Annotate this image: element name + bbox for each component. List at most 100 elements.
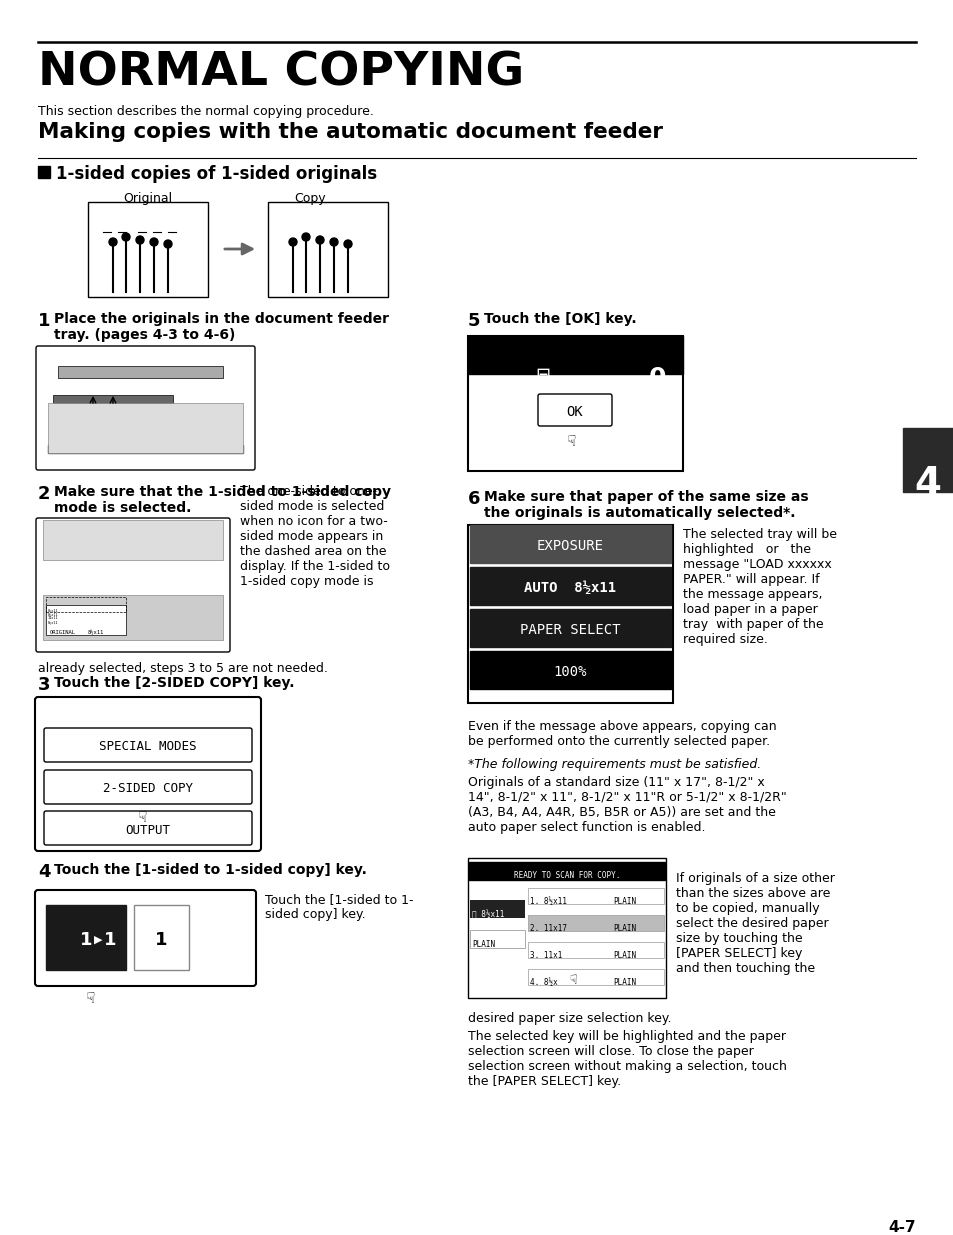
Text: 2. 11x17: 2. 11x17: [530, 924, 566, 932]
Text: PLAIN: PLAIN: [613, 897, 636, 906]
Text: PAPER SELECT: PAPER SELECT: [519, 622, 619, 637]
Bar: [268, 203, 388, 296]
Text: Touch the [1-sided to 1-
sided copy] key.: Touch the [1-sided to 1- sided copy] key…: [265, 893, 413, 921]
Text: desired paper size selection key.: desired paper size selection key.: [468, 1011, 671, 1025]
Text: 1-sided copies of 1-sided originals: 1-sided copies of 1-sided originals: [56, 165, 376, 183]
Text: Place the originals in the document feeder
tray. (pages 4-3 to 4-6): Place the originals in the document feed…: [54, 312, 389, 342]
FancyBboxPatch shape: [44, 727, 252, 762]
Text: This section describes the normal copying procedure.: This section describes the normal copyin…: [38, 105, 374, 119]
FancyBboxPatch shape: [44, 811, 252, 845]
Text: ORIGINAL: ORIGINAL: [50, 630, 76, 635]
Bar: [527, 888, 663, 904]
Bar: [38, 165, 50, 178]
Text: Touch the [OK] key.: Touch the [OK] key.: [483, 312, 636, 326]
Text: 1: 1: [154, 931, 167, 948]
Text: Touch the [2-SIDED COPY] key.: Touch the [2-SIDED COPY] key.: [54, 676, 294, 690]
Text: 1: 1: [104, 931, 116, 948]
Text: Making copies with the automatic document feeder: Making copies with the automatic documen…: [38, 122, 662, 142]
Text: Original: Original: [123, 191, 172, 205]
Text: 6: 6: [468, 490, 480, 508]
Bar: [470, 900, 524, 918]
Bar: [470, 651, 670, 689]
Bar: [469, 862, 664, 881]
Text: ▶: ▶: [93, 935, 102, 945]
Text: ⬛ 8½x11: ⬛ 8½x11: [472, 910, 504, 919]
Text: 2-SIDED COPY: 2-SIDED COPY: [103, 783, 193, 795]
Bar: [48, 445, 243, 453]
Bar: [527, 915, 663, 931]
Text: 100%: 100%: [553, 664, 586, 679]
Bar: [527, 969, 663, 986]
Text: PLAIN: PLAIN: [613, 978, 636, 987]
Text: 3. 11x1: 3. 11x1: [530, 951, 561, 960]
Text: 1: 1: [38, 312, 51, 330]
Circle shape: [330, 238, 337, 246]
Bar: [527, 942, 663, 958]
Circle shape: [136, 236, 144, 245]
Circle shape: [150, 238, 158, 246]
Bar: [468, 858, 665, 998]
Text: already selected, steps 3 to 5 are not needed.: already selected, steps 3 to 5 are not n…: [38, 662, 328, 676]
Text: The one-sided to one-
sided mode is selected
when no icon for a two-
sided mode : The one-sided to one- sided mode is sele…: [240, 485, 390, 588]
Text: 11x11: 11x11: [48, 616, 58, 620]
Text: Copy: Copy: [294, 191, 326, 205]
Circle shape: [122, 233, 130, 241]
Bar: [470, 567, 670, 605]
Text: EXPOSURE: EXPOSURE: [536, 538, 603, 553]
FancyBboxPatch shape: [537, 394, 612, 426]
Polygon shape: [88, 410, 148, 429]
Text: ☟: ☟: [567, 433, 576, 450]
Bar: [46, 605, 126, 635]
Text: The selected key will be highlighted and the paper
selection screen will close. : The selected key will be highlighted and…: [468, 1030, 786, 1088]
Text: OUTPUT: OUTPUT: [126, 824, 171, 836]
Text: 8½x11: 8½x11: [48, 613, 58, 616]
Circle shape: [109, 238, 117, 246]
Text: NORMAL COPYING: NORMAL COPYING: [38, 49, 524, 95]
Text: Even if the message above appears, copying can
be performed onto the currently s: Even if the message above appears, copyi…: [468, 720, 776, 748]
Text: PLAIN: PLAIN: [472, 940, 495, 948]
Circle shape: [289, 238, 296, 246]
Text: If originals of a size other
than the sizes above are
to be copied, manually
sel: If originals of a size other than the si…: [676, 872, 834, 974]
Text: Make sure that the 1-sided to 1-sided copy
mode is selected.: Make sure that the 1-sided to 1-sided co…: [54, 485, 391, 515]
Text: Make sure that paper of the same size as
the originals is automatically selected: Make sure that paper of the same size as…: [483, 490, 808, 520]
Text: ☟: ☟: [138, 810, 148, 825]
Text: SPECIAL MODES: SPECIAL MODES: [99, 741, 196, 753]
Bar: [470, 609, 670, 647]
Bar: [53, 395, 172, 403]
Text: 1: 1: [80, 931, 92, 948]
Text: PLAIN: PLAIN: [613, 924, 636, 932]
Text: 4-7: 4-7: [887, 1220, 915, 1235]
Text: 4: 4: [914, 466, 941, 503]
Bar: [470, 525, 670, 563]
Text: ☟: ☟: [569, 974, 577, 987]
Text: 5: 5: [468, 312, 480, 330]
Text: ☟: ☟: [87, 990, 95, 1007]
Text: 8½x11: 8½x11: [48, 620, 58, 624]
Circle shape: [344, 240, 352, 248]
Circle shape: [302, 233, 310, 241]
Bar: [468, 336, 682, 374]
Bar: [468, 336, 682, 471]
Bar: [46, 905, 126, 969]
Bar: [48, 403, 243, 453]
FancyBboxPatch shape: [35, 697, 261, 851]
FancyBboxPatch shape: [36, 517, 230, 652]
Text: 0: 0: [649, 366, 666, 390]
Circle shape: [315, 236, 324, 245]
Bar: [133, 905, 189, 969]
Text: Touch the [1-sided to 1-sided copy] key.: Touch the [1-sided to 1-sided copy] key.: [54, 863, 367, 877]
Text: 1. 8½x11: 1. 8½x11: [530, 897, 566, 906]
Text: 4. 8½x: 4. 8½x: [530, 978, 558, 987]
Bar: [88, 203, 208, 296]
FancyBboxPatch shape: [44, 769, 252, 804]
Text: READY TO SCAN FOR COPY.: READY TO SCAN FOR COPY.: [514, 871, 619, 881]
Bar: [43, 520, 223, 559]
Bar: [902, 429, 953, 492]
Text: 4: 4: [38, 863, 51, 881]
FancyBboxPatch shape: [36, 346, 254, 471]
Text: AUTO  8½x11: AUTO 8½x11: [523, 580, 616, 595]
Text: 8½x11: 8½x11: [48, 608, 58, 613]
Text: 8½x11: 8½x11: [88, 630, 104, 635]
Bar: [58, 366, 223, 378]
Bar: [470, 930, 524, 948]
